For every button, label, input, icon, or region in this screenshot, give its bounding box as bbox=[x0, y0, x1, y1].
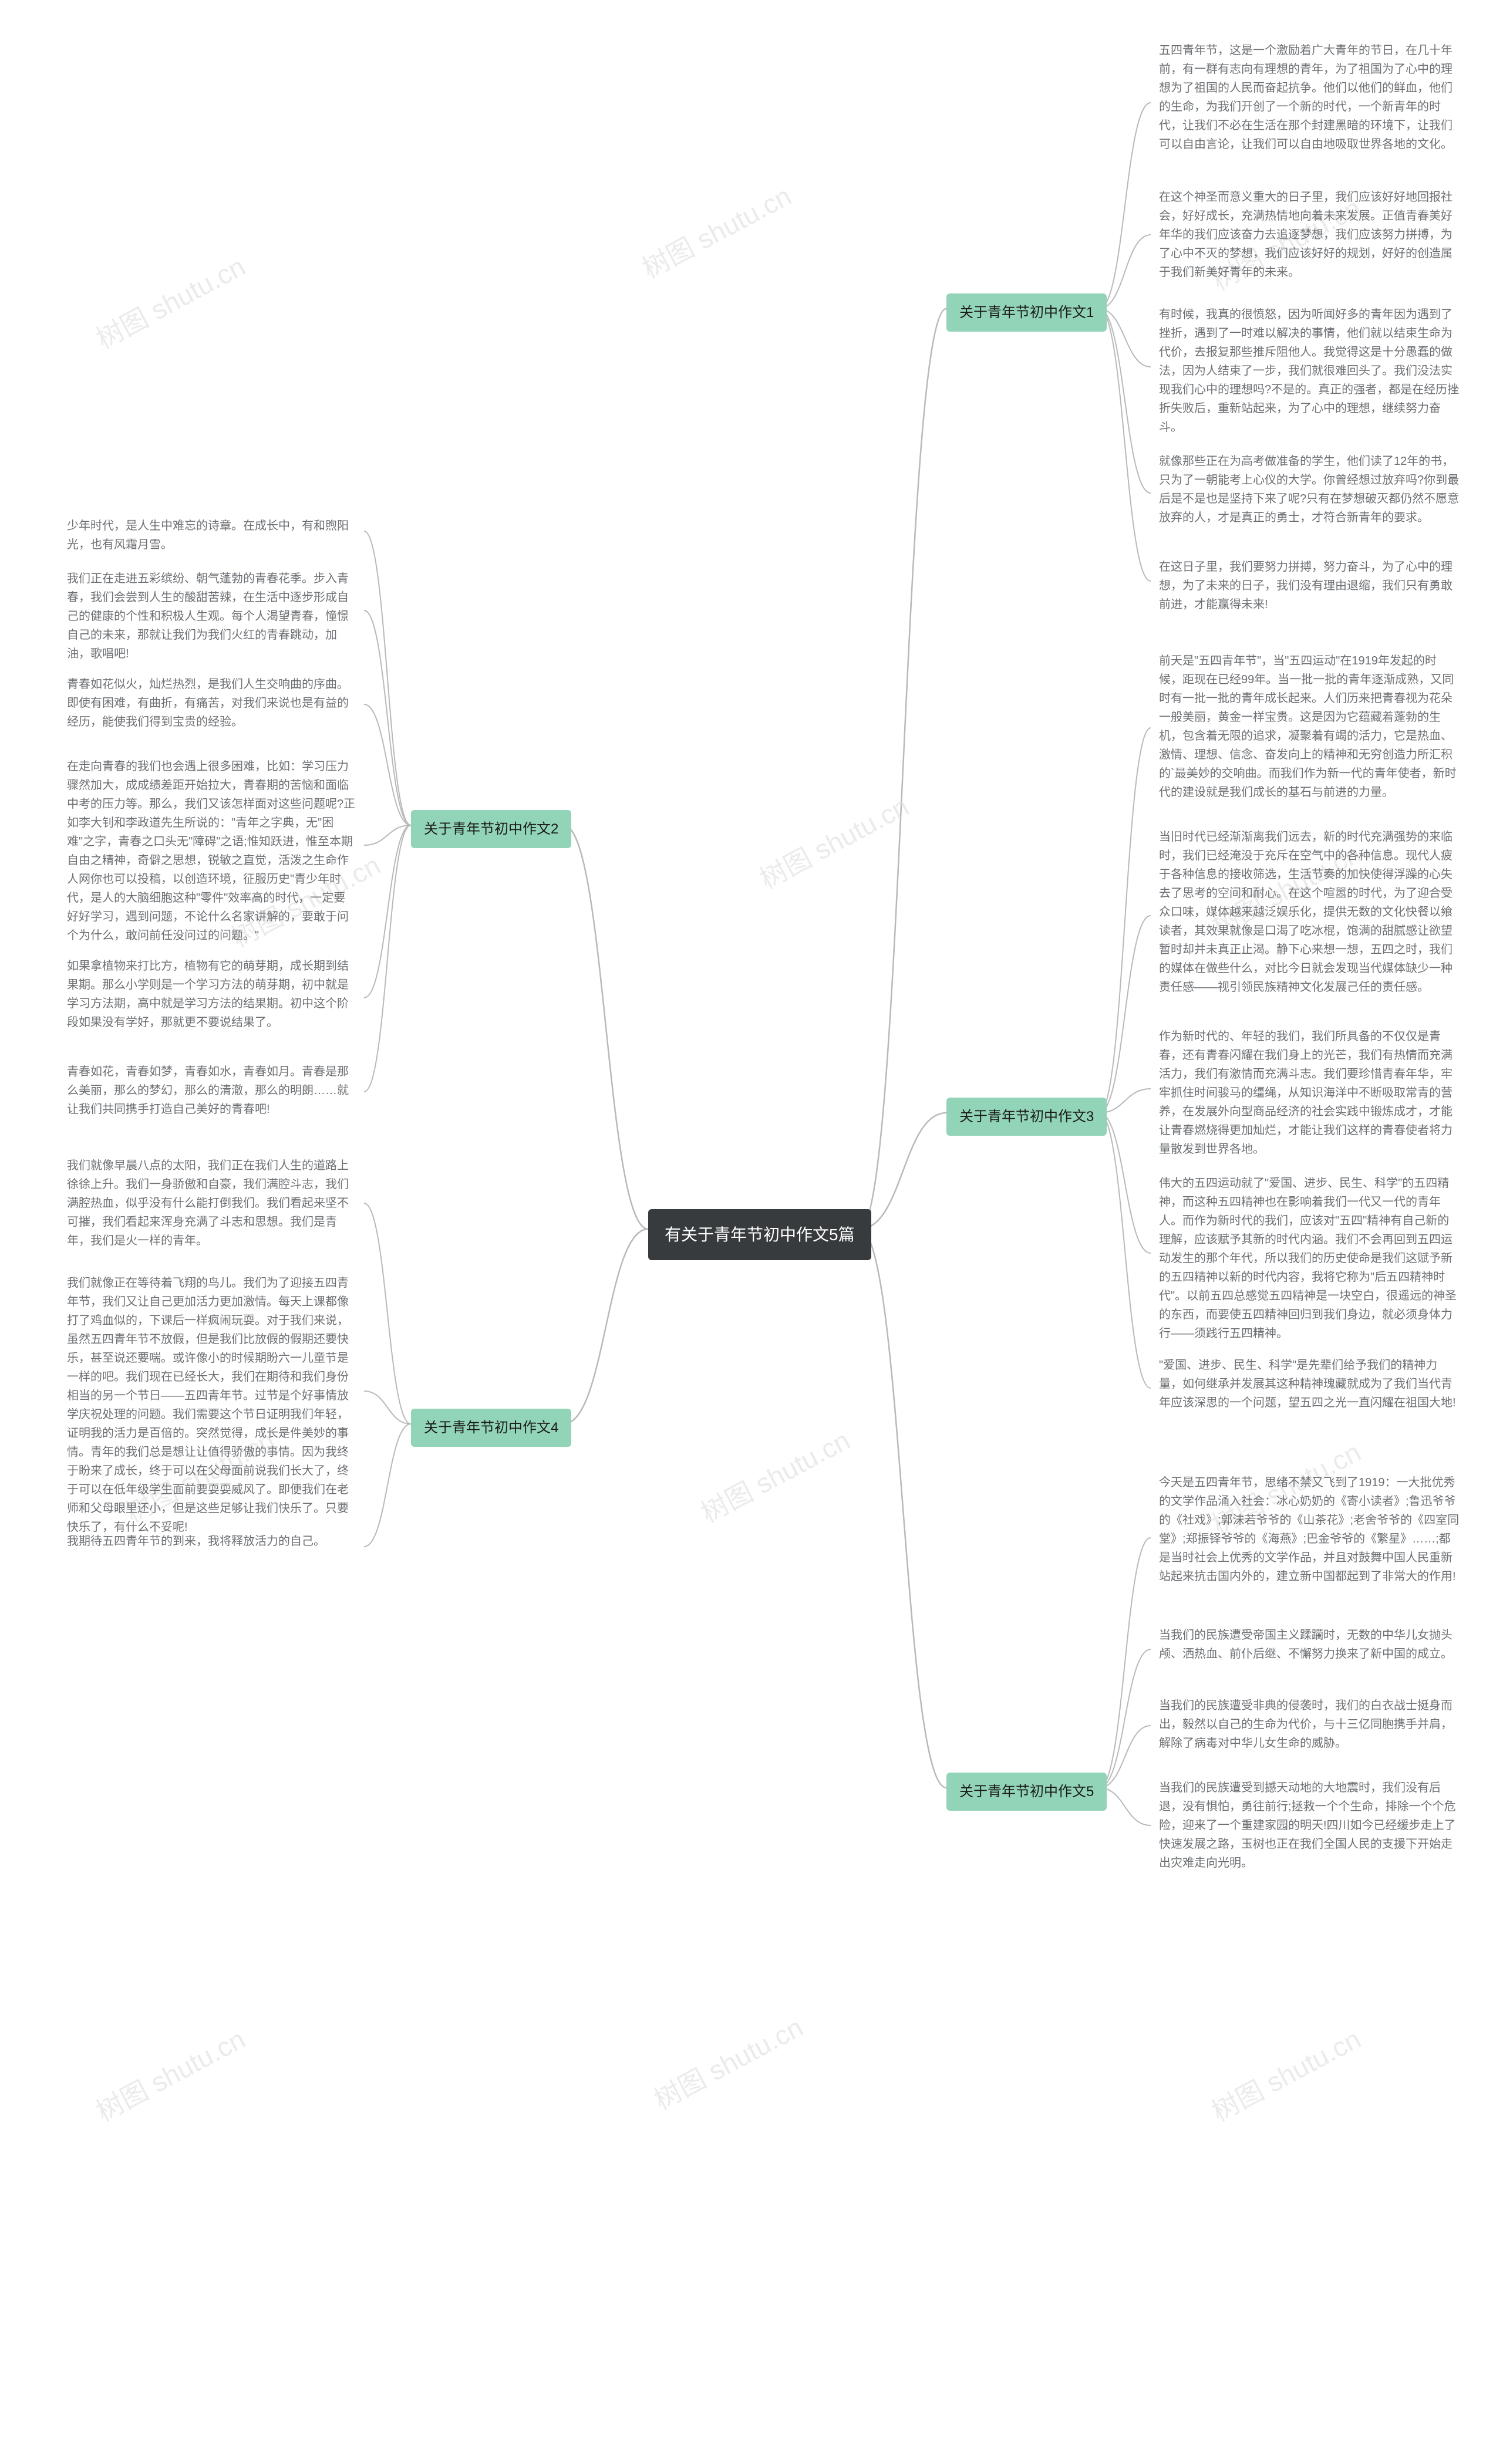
leaf-node: 青春如花似火，灿烂热烈，是我们人生交响曲的序曲。即使有困难，有曲折，有痛苦，对我… bbox=[59, 669, 364, 737]
watermark: 树图 shutu.cn bbox=[89, 245, 251, 356]
root-node: 有关于青年节初中作文5篇 bbox=[648, 1209, 871, 1260]
leaf-node: 如果拿植物来打比方，植物有它的萌芽期，成长期到结果期。那么小学则是一个学习方法的… bbox=[59, 951, 364, 1038]
leaf-node: 就像那些正在为高考做准备的学生，他们读了12年的书，只为了一朝能考上心仪的大学。… bbox=[1151, 446, 1468, 533]
leaf-node: 少年时代，是人生中难忘的诗章。在成长中，有和煦阳光，也有风霜月雪。 bbox=[59, 511, 364, 560]
leaf-node: 伟大的五四运动就了"爱国、进步、民生、科学"的五四精神，而这种五四精神也在影响着… bbox=[1151, 1168, 1468, 1349]
leaf-node: 有时候，我真的很愤怒，因为听闻好多的青年因为遇到了挫折，遇到了一时难以解决的事情… bbox=[1151, 299, 1468, 443]
leaf-node: 在这日子里，我们要努力拼搏，努力奋斗，为了心中的理想，为了未来的日子，我们没有理… bbox=[1151, 552, 1468, 620]
leaf-node: 当我们的民族遭受非典的侵袭时，我们的白衣战士挺身而出，毅然以自己的生命为代价，与… bbox=[1151, 1690, 1468, 1758]
watermark: 树图 shutu.cn bbox=[1204, 2018, 1367, 2129]
branch-node: 关于青年节初中作文3 bbox=[946, 1098, 1107, 1136]
leaf-node: 当我们的民族遭受到撼天动地的大地震时，我们没有后退，没有惧怕，勇往前行;拯救一个… bbox=[1151, 1773, 1468, 1878]
watermark: 树图 shutu.cn bbox=[646, 2006, 809, 2117]
leaf-node: 在这个神圣而意义重大的日子里，我们应该好好地回报社会，好好成长，充满热情地向着未… bbox=[1151, 182, 1468, 288]
branch-node: 关于青年节初中作文5 bbox=[946, 1773, 1107, 1811]
leaf-node: 今天是五四青年节，思绪不禁又飞到了1919：一大批优秀的文学作品涌入社会：冰心奶… bbox=[1151, 1467, 1468, 1592]
watermark: 树图 shutu.cn bbox=[693, 1419, 856, 1530]
watermark: 树图 shutu.cn bbox=[752, 785, 915, 896]
leaf-node: 我们正在走进五彩缤纷、朝气蓬勃的青春花季。步入青春，我们会尝到人生的酸甜苦辣，在… bbox=[59, 563, 364, 669]
leaf-node: 作为新时代的、年轻的我们，我们所具备的不仅仅是青春，还有青春闪耀在我们身上的光芒… bbox=[1151, 1021, 1468, 1165]
leaf-node: 我们就像正在等待着飞翔的鸟儿。我们为了迎接五四青年节，我们又让自己更加活力更加激… bbox=[59, 1268, 364, 1542]
leaf-node: 当我们的民族遭受帝国主义蹂躏时，无数的中华儿女抛头颅、洒热血、前仆后继、不懈努力… bbox=[1151, 1620, 1468, 1669]
leaf-node: 我期待五四青年节的到来，我将释放活力的自己。 bbox=[59, 1526, 364, 1557]
branch-node: 关于青年节初中作文2 bbox=[411, 810, 571, 848]
leaf-node: 我们就像早晨八点的太阳，我们正在我们人生的道路上徐徐上升。我们一身骄傲和自豪，我… bbox=[59, 1150, 364, 1256]
branch-node: 关于青年节初中作文1 bbox=[946, 293, 1107, 332]
leaf-node: "爱国、进步、民生、科学"是先辈们给予我们的精神力量，如何继承并发展其这种精神瑰… bbox=[1151, 1350, 1468, 1418]
leaf-node: 五四青年节，这是一个激励着广大青年的节日，在几十年前，有一群有志向有理想的青年，… bbox=[1151, 35, 1468, 160]
branch-node: 关于青年节初中作文4 bbox=[411, 1409, 571, 1447]
leaf-node: 青春如花，青春如梦，青春如水，青春如月。青春是那么美丽，那么的梦幻，那么的清澈，… bbox=[59, 1057, 364, 1125]
leaf-node: 当旧时代已经渐渐离我们远去，新的时代充满强势的来临时，我们已经淹没于充斥在空气中… bbox=[1151, 822, 1468, 1003]
watermark: 树图 shutu.cn bbox=[635, 175, 797, 286]
leaf-node: 前天是"五四青年节"，当"五四运动"在1919年发起的时候，距现在已经99年。当… bbox=[1151, 646, 1468, 808]
leaf-node: 在走向青春的我们也会遇上很多困难，比如：学习压力骤然加大，成成绩差距开始拉大，青… bbox=[59, 751, 364, 951]
watermark: 树图 shutu.cn bbox=[89, 2018, 251, 2129]
